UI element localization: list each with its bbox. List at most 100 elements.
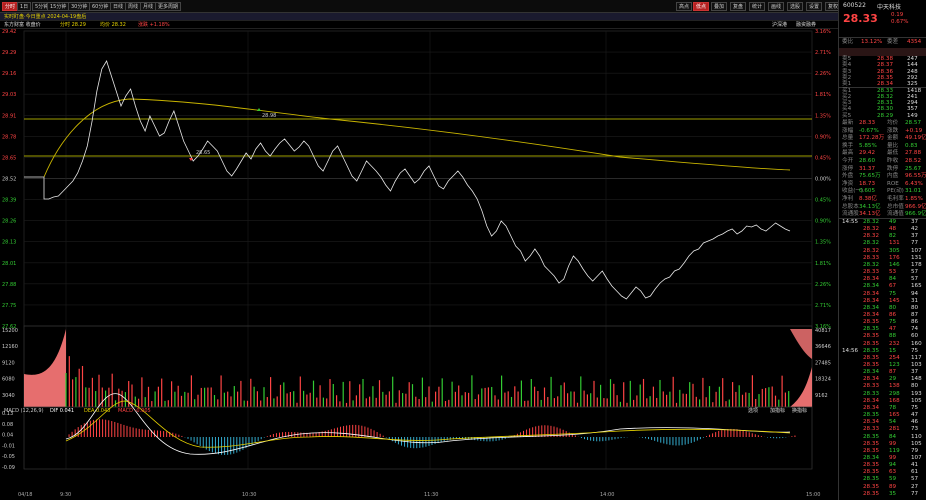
stock-chg: 0.19 bbox=[891, 12, 904, 18]
tick-count: 37 bbox=[911, 369, 919, 376]
stat-value: -0.67% bbox=[859, 127, 879, 134]
tick-count: 105 bbox=[911, 440, 922, 447]
tool-button-2[interactable]: 统计 bbox=[749, 2, 766, 11]
avg-price-line bbox=[43, 98, 791, 178]
period-tab-3[interactable]: 15分钟 bbox=[47, 2, 70, 11]
tick-time: 14:55 bbox=[842, 219, 859, 225]
period-tab-4[interactable]: 30分钟 bbox=[68, 2, 91, 11]
tool-button-0[interactable]: 叠加 bbox=[711, 2, 728, 11]
tick-vol: 305 bbox=[889, 247, 900, 254]
tick-count: 75 bbox=[911, 404, 919, 411]
tool-button-5[interactable]: 设置 bbox=[806, 2, 823, 11]
tick-count: 61 bbox=[911, 469, 919, 476]
bid-row-7[interactable]: 买3 28.31 294 bbox=[839, 100, 926, 106]
price-tick: 27.75 bbox=[2, 303, 16, 309]
period-tab-7[interactable]: 周线 bbox=[125, 2, 142, 11]
macd-tab-1[interactable]: 加指标 bbox=[770, 407, 785, 414]
price-line bbox=[24, 60, 791, 300]
stat-label: 最高 bbox=[842, 150, 854, 157]
stat-value: 29.42 bbox=[859, 150, 876, 157]
period-tab-9[interactable]: 更多周期 bbox=[155, 2, 182, 11]
tick-price: 28.35 bbox=[863, 319, 880, 326]
tick-count: 131 bbox=[911, 254, 922, 261]
tick-count: 165 bbox=[911, 283, 922, 290]
tick-vol: 54 bbox=[889, 419, 897, 426]
period-tab-5[interactable]: 60分钟 bbox=[89, 2, 112, 11]
top-right-b[interactable]: 融资融券 bbox=[796, 22, 817, 28]
ask-row-0[interactable]: 卖5 28.38 247 bbox=[839, 56, 926, 62]
stat-row: 流通股 34.13亿 流通值 966.9亿 bbox=[839, 211, 926, 219]
time-tick: 15:00 bbox=[806, 492, 820, 498]
tick-row: 28.34 99 107 bbox=[839, 455, 926, 462]
tick-time: 14:56 bbox=[842, 347, 859, 354]
price-tick: 28.13 bbox=[2, 240, 16, 246]
preset-button[interactable]: 高点 bbox=[676, 2, 693, 11]
vol-tab-0[interactable]: 选项 bbox=[748, 407, 758, 414]
stat-value: 49.19亿 bbox=[905, 135, 926, 142]
tick-price: 28.34 bbox=[863, 283, 880, 290]
tick-row: 28.34 84 57 bbox=[839, 276, 926, 283]
legend-bar: 东方财富 收盘价 分时 28.29 均价 28.32 涨跌 +1.18% 沪深港… bbox=[0, 21, 838, 29]
tick-price: 28.35 bbox=[863, 433, 880, 440]
price-tick: 29.03 bbox=[2, 92, 16, 98]
tick-row: 28.32 48 42 bbox=[839, 226, 926, 233]
tick-count: 87 bbox=[911, 311, 919, 318]
tick-count: 73 bbox=[911, 426, 919, 433]
period-tab-0[interactable]: 分时 bbox=[2, 2, 19, 11]
tick-row: 28.35 232 160 bbox=[839, 341, 926, 348]
tick-price: 28.34 bbox=[863, 397, 880, 404]
tick-count: 94 bbox=[911, 290, 919, 297]
tick-row: 28.33 138 80 bbox=[839, 383, 926, 390]
tick-count: 57 bbox=[911, 276, 919, 283]
macd-tick: -0.01 bbox=[2, 443, 15, 449]
tick-row: 28.34 75 94 bbox=[839, 291, 926, 298]
pct-tick: 2.71% bbox=[815, 303, 831, 309]
ask-row-1[interactable]: 卖4 28.37 144 bbox=[839, 62, 926, 68]
intraday-chart[interactable]: 29.42 3.16% 29.29 2.71% 29.16 2.26% 29.03 1.81%… bbox=[0, 29, 838, 500]
ask-row-4[interactable]: 卖1 28.34 325 bbox=[839, 81, 926, 89]
pct-tick: 1.81% bbox=[815, 261, 831, 267]
stat-value: 8.38亿 bbox=[859, 196, 878, 202]
tick-price: 28.35 bbox=[863, 412, 880, 419]
top-right-a[interactable]: 沪深港 bbox=[772, 22, 788, 28]
vol-tick-right: 9162 bbox=[815, 393, 828, 399]
tool-button-1[interactable]: 复盘 bbox=[730, 2, 747, 11]
tick-price: 28.34 bbox=[863, 454, 880, 461]
tick-vol: 29 bbox=[889, 376, 897, 383]
period-tab-8[interactable]: 月线 bbox=[140, 2, 157, 11]
tool-button-3[interactable]: 画线 bbox=[768, 2, 785, 11]
period-tab-6[interactable]: 日线 bbox=[110, 2, 127, 11]
tick-price: 28.35 bbox=[863, 483, 880, 490]
preset-active-button[interactable]: 低点 bbox=[693, 2, 710, 11]
vol-tab-1[interactable]: 加指标 bbox=[770, 407, 785, 414]
tick-count: 37 bbox=[911, 219, 919, 225]
bid-row-5[interactable]: 买1 28.33 1418 bbox=[839, 88, 926, 94]
tick-price: 28.33 bbox=[863, 390, 880, 397]
tool-button-4[interactable]: 选股 bbox=[787, 2, 804, 11]
tick-list[interactable]: 14:55 28.32 49 37 28.32 48 42 28.32 82 37 28.32 131… bbox=[839, 218, 926, 500]
stat-row: 今开 28.60 昨收 28.52 bbox=[839, 158, 926, 166]
bid-row-9[interactable]: 买5 28.29 149 bbox=[839, 113, 926, 119]
macd-tab-0[interactable]: 选项 bbox=[748, 407, 758, 414]
macd-tab-2[interactable]: 换指标 bbox=[792, 407, 807, 414]
tick-price: 28.35 bbox=[863, 469, 880, 476]
tick-count: 60 bbox=[911, 333, 919, 340]
high-annotation: 28.98 bbox=[262, 113, 276, 119]
bid-row-8[interactable]: 买4 28.30 357 bbox=[839, 106, 926, 112]
ask-row-3[interactable]: 卖2 28.35 292 bbox=[839, 75, 926, 81]
bid-row-6[interactable]: 买2 28.32 241 bbox=[839, 94, 926, 100]
ask-row-2[interactable]: 卖3 28.36 248 bbox=[839, 69, 926, 75]
stat-label: ROE bbox=[887, 180, 899, 187]
period-tab-1[interactable]: 1日 bbox=[17, 2, 32, 11]
stat-value: 96.55万 bbox=[905, 173, 926, 180]
stat-label: 净资 bbox=[842, 180, 854, 187]
tick-count: 57 bbox=[911, 269, 919, 276]
tick-price: 28.32 bbox=[863, 219, 880, 225]
tick-count: 110 bbox=[911, 433, 922, 440]
book-price: 28.33 bbox=[877, 87, 894, 94]
pct-tick: 1.35% bbox=[815, 240, 831, 246]
tick-count: 41 bbox=[911, 462, 919, 469]
vol-tab-2[interactable]: 换指标 bbox=[792, 407, 807, 414]
tick-row: 14:55 28.32 49 37 bbox=[839, 219, 926, 226]
tick-row: 28.33 176 131 bbox=[839, 255, 926, 262]
